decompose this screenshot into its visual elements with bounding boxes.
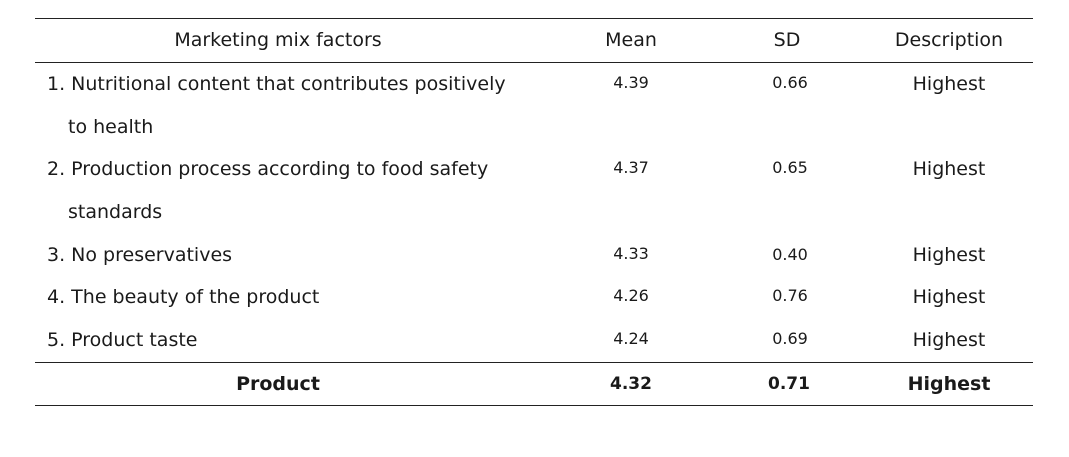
factor-label-continued: standards xyxy=(68,201,163,223)
mean-value: 4.26 xyxy=(613,286,649,305)
summary-mean: 4.32 xyxy=(610,374,652,394)
mean-value: 4.33 xyxy=(613,244,649,263)
summary-label: Product xyxy=(236,373,320,395)
description-value: Highest xyxy=(912,244,986,266)
header-description: Description xyxy=(894,29,1004,51)
sd-value: 0.65 xyxy=(772,158,808,177)
header-factors: Marketing mix factors xyxy=(174,29,382,51)
table-top-rule xyxy=(35,18,1033,19)
table-bottom-rule xyxy=(35,405,1033,406)
sd-value: 0.76 xyxy=(772,286,808,305)
sd-value: 0.66 xyxy=(772,73,808,92)
summary-top-rule xyxy=(35,362,1033,363)
mean-value: 4.39 xyxy=(613,73,649,92)
factor-label: 5. Product taste xyxy=(47,329,198,351)
sd-value: 0.69 xyxy=(772,329,808,348)
description-value: Highest xyxy=(912,158,986,180)
factor-label: 2. Production process according to food … xyxy=(47,158,489,180)
factor-label-continued: to health xyxy=(68,116,154,138)
summary-sd: 0.71 xyxy=(768,374,810,394)
summary-description: Highest xyxy=(907,373,991,395)
header-sd: SD xyxy=(773,29,801,51)
header-mean: Mean xyxy=(605,29,657,51)
sd-value: 0.40 xyxy=(772,245,808,264)
header-bottom-rule xyxy=(35,62,1033,63)
factor-label: 4. The beauty of the product xyxy=(47,286,320,308)
description-value: Highest xyxy=(912,286,986,308)
description-value: Highest xyxy=(912,73,986,95)
factor-label: 1. Nutritional content that contributes … xyxy=(47,73,506,95)
factor-label: 3. No preservatives xyxy=(47,244,233,266)
description-value: Highest xyxy=(912,329,986,351)
mean-value: 4.24 xyxy=(613,329,649,348)
mean-value: 4.37 xyxy=(613,158,649,177)
